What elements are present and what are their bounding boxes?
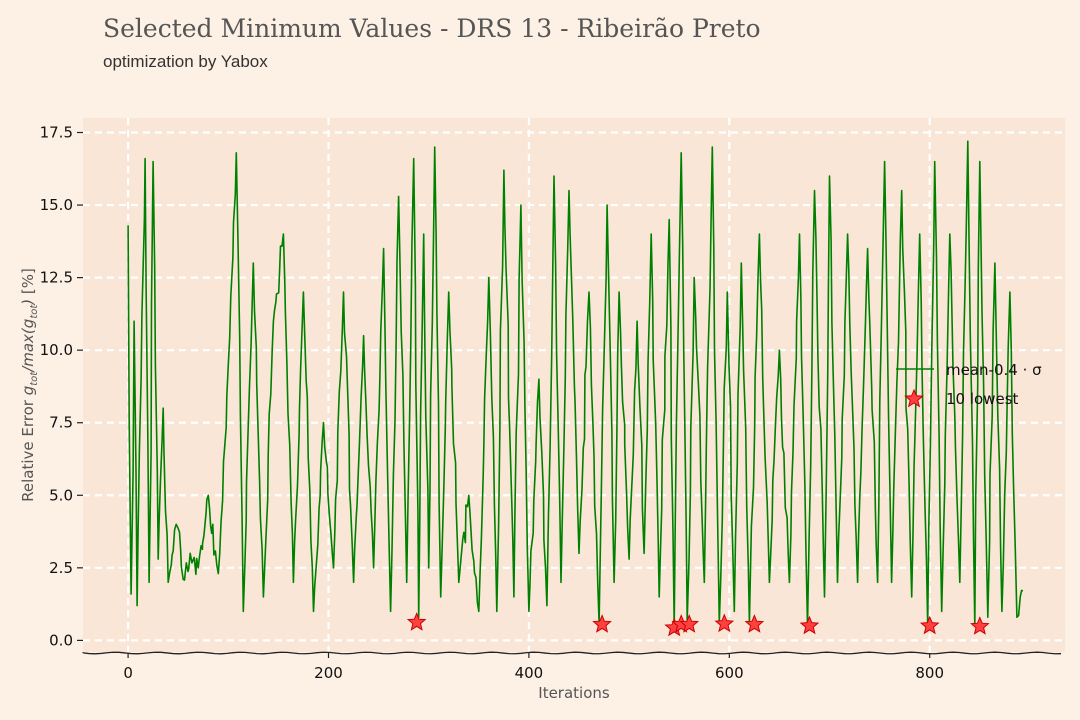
lowest-marker (592, 614, 612, 633)
chart-subtitle: optimization by Yabox (103, 52, 268, 71)
legend-label-lowest: 10 lowest (946, 390, 1019, 408)
y-axis-label: Relative Error gtot/max(gtot) [%] (19, 268, 40, 502)
x-tick-label: 200 (314, 664, 343, 682)
series-line (127, 140, 1024, 627)
lowest-marker (406, 612, 427, 631)
chart-title: Selected Minimum Values - DRS 13 - Ribei… (103, 14, 761, 43)
x-tick-label: 600 (715, 664, 744, 682)
y-tick-labels: 0.0 2.5 5.0 7.5 10.0 12.5 15.0 17.5 (40, 124, 83, 649)
lowest-marker (970, 616, 990, 635)
lowest-marker (919, 615, 940, 635)
lowest-markers (406, 612, 990, 637)
y-tick-label: 17.5 (40, 124, 73, 142)
series-group (127, 140, 1024, 627)
lowest-marker (714, 613, 735, 633)
y-tick-label: 2.5 (49, 559, 73, 577)
x-tick-label: 400 (515, 664, 544, 682)
legend-star-icon (904, 388, 924, 408)
x-tick-label: 0 (123, 664, 133, 682)
x-axis-line (82, 651, 1062, 655)
y-tick-label: 7.5 (49, 414, 73, 432)
x-axis-label: Iterations (538, 684, 610, 702)
x-tick-labels: 0 200 400 600 800 (123, 653, 944, 682)
y-tick-label: 10.0 (40, 341, 73, 359)
lowest-marker (744, 614, 765, 633)
y-tick-label: 15.0 (40, 196, 73, 214)
lowest-marker (799, 615, 820, 635)
lowest-marker (679, 614, 700, 633)
y-tick-label: 12.5 (40, 269, 73, 287)
y-tick-label: 0.0 (49, 631, 73, 649)
x-tick-label: 800 (915, 664, 944, 682)
legend: mean-0.4 · σ 10 lowest (896, 361, 1042, 408)
legend-label-series: mean-0.4 · σ (946, 361, 1042, 379)
y-tick-label: 5.0 (49, 486, 73, 504)
